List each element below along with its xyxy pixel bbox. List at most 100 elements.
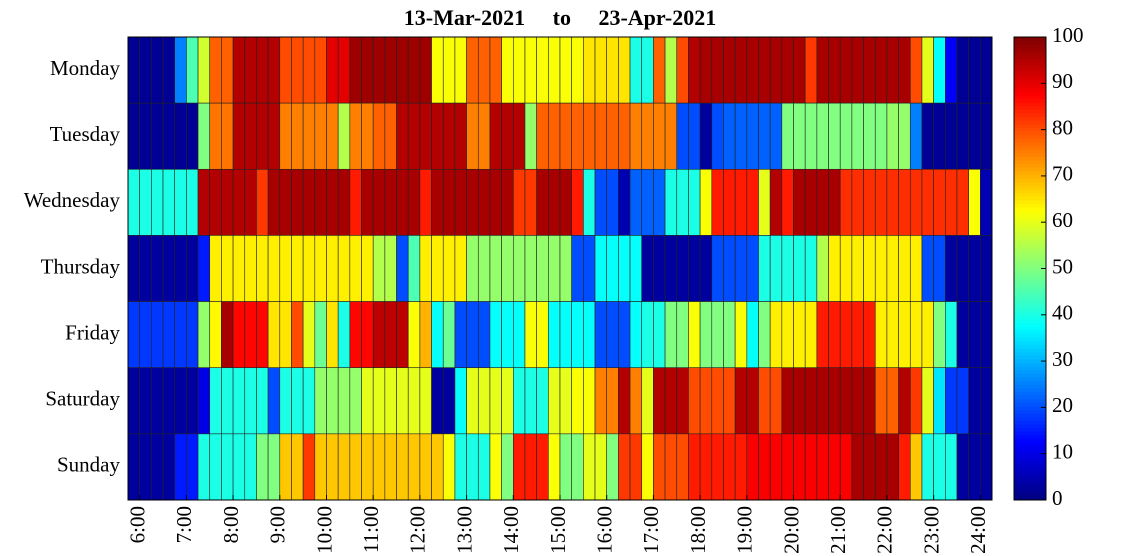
heatmap-cell <box>583 168 596 236</box>
heatmap-cell <box>851 36 864 104</box>
heatmap-cell <box>909 36 923 104</box>
heatmap-cell <box>151 168 164 236</box>
heatmap-cell <box>734 301 748 369</box>
heatmap-cell <box>629 168 643 236</box>
heatmap-cell <box>361 102 374 170</box>
colorbar-swatch <box>1014 170 1046 175</box>
heatmap-cell <box>898 367 911 435</box>
heatmap-cell <box>828 102 841 170</box>
heatmap-cell <box>909 433 923 501</box>
colorbar-swatch <box>1014 163 1046 168</box>
heatmap-cell <box>594 102 608 170</box>
heatmap-cell <box>127 168 140 236</box>
heatmap-cell <box>956 168 969 236</box>
colorbar-swatch <box>1014 333 1046 338</box>
heatmap-cell <box>956 367 969 435</box>
colorbar-swatch <box>1014 254 1046 259</box>
heatmap-cell <box>688 168 701 236</box>
x-tick-label: 24:00 <box>966 506 990 554</box>
colorbar-swatch <box>1014 65 1046 71</box>
heatmap-cell <box>933 102 946 170</box>
heatmap-cell <box>256 235 269 302</box>
heatmap-cell <box>839 102 853 170</box>
heatmap-cell <box>723 36 736 104</box>
colorbar-tick-label: 80 <box>1052 115 1073 139</box>
heatmap-cell <box>524 36 537 104</box>
heatmap-cell <box>221 301 234 369</box>
heatmap-cell <box>431 301 444 369</box>
heatmap-cell <box>162 168 176 236</box>
heatmap-cell <box>559 235 572 302</box>
colorbar-swatch <box>1014 373 1046 378</box>
heatmap-cell <box>583 433 596 501</box>
heatmap-cell <box>232 168 246 236</box>
heatmap-cell <box>688 102 701 170</box>
heatmap-cell <box>536 36 549 104</box>
heatmap-cell <box>139 235 152 302</box>
heatmap-cell <box>501 36 514 104</box>
heatmap-cell <box>793 235 806 302</box>
heatmap-cell <box>594 433 608 501</box>
heatmap-cell <box>466 433 479 501</box>
heatmap-cell <box>302 102 316 170</box>
heatmap-cell <box>127 102 140 170</box>
heatmap-cell <box>209 301 222 369</box>
heatmap-cell <box>209 102 222 170</box>
colorbar-swatch <box>1014 301 1046 306</box>
heatmap-cell <box>664 301 678 369</box>
heatmap-cell <box>477 36 491 104</box>
heatmap-cell <box>244 102 257 170</box>
heatmap-cell <box>851 235 864 302</box>
heatmap-cell <box>980 36 993 104</box>
heatmap-cell <box>186 367 199 435</box>
heatmap-cell <box>909 367 923 435</box>
heatmap-cell <box>618 36 631 104</box>
colorbar-swatch <box>1014 214 1046 219</box>
heatmap-cell <box>793 367 806 435</box>
heatmap-cell <box>384 168 397 236</box>
heatmap-cell <box>863 235 876 302</box>
x-tick-label: 23:00 <box>919 506 943 554</box>
colorbar-swatch <box>1014 94 1046 99</box>
heatmap-cell <box>571 433 584 501</box>
heatmap-cell <box>583 301 596 369</box>
colorbar-swatch <box>1014 199 1046 204</box>
heatmap-cell <box>326 301 339 369</box>
x-tick-label: 22:00 <box>873 506 897 554</box>
heatmap-cell <box>477 102 491 170</box>
heatmap-cell <box>898 102 911 170</box>
heatmap-cell <box>886 168 899 236</box>
heatmap-cell <box>758 102 771 170</box>
colorbar-swatch <box>1014 239 1046 244</box>
colorbar-swatch <box>1014 58 1046 63</box>
y-tick-label: Friday <box>65 320 120 344</box>
colorbar-swatch <box>1014 112 1046 118</box>
heatmap-cell <box>442 301 456 369</box>
heatmap-cell <box>302 168 316 236</box>
heatmap-cell <box>618 235 631 302</box>
heatmap-cell <box>174 301 187 369</box>
heatmap-cell <box>407 433 421 501</box>
colorbar-swatch <box>1014 109 1046 114</box>
heatmap-cell <box>314 36 327 104</box>
heatmap-cell <box>723 102 736 170</box>
heatmap-cell <box>863 36 876 104</box>
heatmap-cell <box>291 367 304 435</box>
heatmap-cell <box>524 301 537 369</box>
colorbar-swatch <box>1014 69 1046 74</box>
heatmap-cell <box>664 367 678 435</box>
colorbar-swatch <box>1014 185 1046 190</box>
heatmap-cell <box>314 235 327 302</box>
heatmap-cell <box>618 367 631 435</box>
heatmap-cell <box>302 433 316 501</box>
heatmap-cell <box>781 235 794 302</box>
heatmap-cell <box>174 168 187 236</box>
heatmap-cell <box>174 433 187 501</box>
heatmap-cell <box>489 36 502 104</box>
heatmap-cell <box>641 433 654 501</box>
heatmap-cell <box>396 36 409 104</box>
heatmap-cell <box>256 168 269 236</box>
heatmap-cell <box>594 235 608 302</box>
colorbar-swatch <box>1014 221 1046 226</box>
heatmap-cell <box>548 367 561 435</box>
